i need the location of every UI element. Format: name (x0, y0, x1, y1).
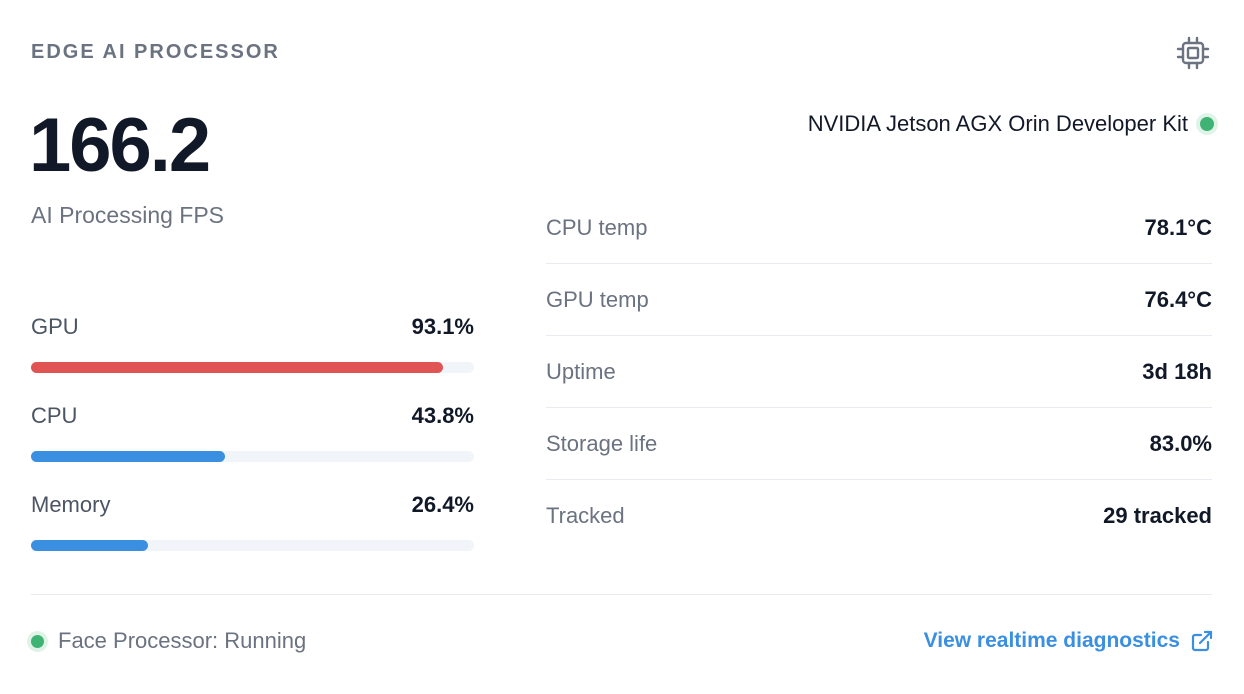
usage-bar-track (31, 451, 474, 462)
stat-row-storage-life: Storage life 83.0% (546, 408, 1212, 480)
usage-bar-fill (31, 451, 226, 462)
usage-label: Memory (31, 492, 111, 517)
usage-row-memory: Memory 26.4% (31, 492, 474, 581)
view-diagnostics-label: View realtime diagnostics (923, 629, 1180, 652)
usage-bars: GPU 93.1% CPU 43.8% Memory 26.4% (31, 314, 474, 581)
stat-label: CPU temp (546, 214, 648, 240)
stat-row-gpu-temp: GPU temp 76.4°C (546, 264, 1212, 336)
usage-row-gpu: GPU 93.1% (31, 314, 474, 403)
footer-divider (31, 594, 1212, 595)
stat-label: GPU temp (546, 286, 649, 312)
stat-value: 78.1°C (1144, 214, 1212, 240)
stat-row-uptime: Uptime 3d 18h (546, 336, 1212, 408)
stat-row-tracked: Tracked 29 tracked (546, 480, 1212, 552)
usage-value: 93.1% (411, 314, 474, 339)
usage-label: CPU (31, 403, 78, 428)
stat-value: 3d 18h (1142, 358, 1212, 384)
usage-bar-track (31, 362, 474, 373)
usage-bar-fill (31, 540, 148, 551)
stat-value: 29 tracked (1103, 503, 1212, 528)
stat-value: 83.0% (1149, 430, 1212, 456)
stat-label: Uptime (546, 358, 616, 384)
stat-value: 76.4°C (1144, 286, 1212, 312)
stats-list: CPU temp 78.1°C GPU temp 76.4°C Uptime 3… (546, 192, 1212, 552)
device-status-dot (1200, 117, 1214, 131)
stat-row-cpu-temp: CPU temp 78.1°C (546, 192, 1212, 264)
fps-value: 166.2 (29, 103, 211, 188)
usage-bar-fill (31, 362, 444, 373)
usage-value: 26.4% (411, 492, 474, 517)
cpu-chip-icon (1176, 36, 1210, 70)
processor-status: Face Processor: Running (31, 626, 306, 656)
usage-label: GPU (31, 314, 79, 339)
external-link-icon (1191, 630, 1213, 652)
device-name: NVIDIA Jetson AGX Orin Developer Kit (807, 111, 1188, 136)
device-info: NVIDIA Jetson AGX Orin Developer Kit (808, 110, 1214, 138)
fps-label: AI Processing FPS (31, 202, 225, 228)
usage-bar-track (31, 540, 474, 551)
processor-status-text: Face Processor: Running (58, 628, 307, 653)
usage-value: 43.8% (411, 403, 474, 428)
processor-status-dot (31, 634, 44, 648)
stat-label: Storage life (546, 430, 658, 456)
view-diagnostics-link[interactable]: View realtime diagnostics (924, 626, 1214, 656)
stat-label: Tracked (546, 503, 625, 528)
usage-row-cpu: CPU 43.8% (31, 403, 474, 492)
card-title: EDGE AI PROCESSOR (31, 41, 280, 63)
